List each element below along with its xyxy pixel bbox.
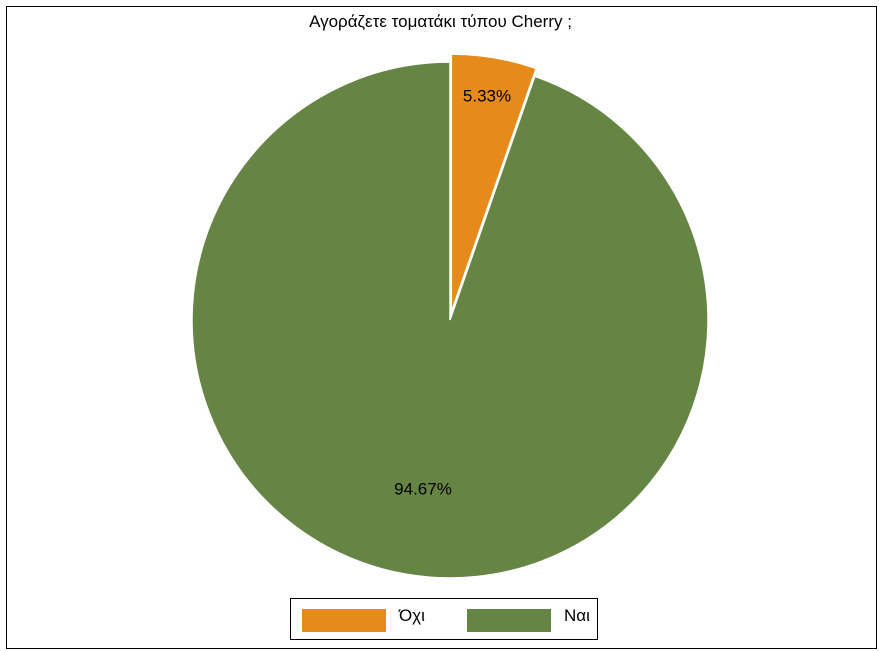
legend: Όχι Ναι	[290, 598, 598, 640]
slice-no	[450, 53, 538, 313]
chart-title: Αγοράζετε τοματάκι τύπου Cherry ;	[309, 12, 572, 31]
legend-swatch-no	[302, 609, 386, 632]
slice-yes	[191, 61, 709, 579]
legend-label-no: Όχι	[399, 606, 425, 625]
slice-yes-label: 94.67%	[394, 479, 452, 498]
slice-no-label: 5.33%	[463, 86, 511, 105]
legend-swatch-yes	[467, 609, 551, 632]
legend-label-yes: Ναι	[564, 606, 590, 625]
